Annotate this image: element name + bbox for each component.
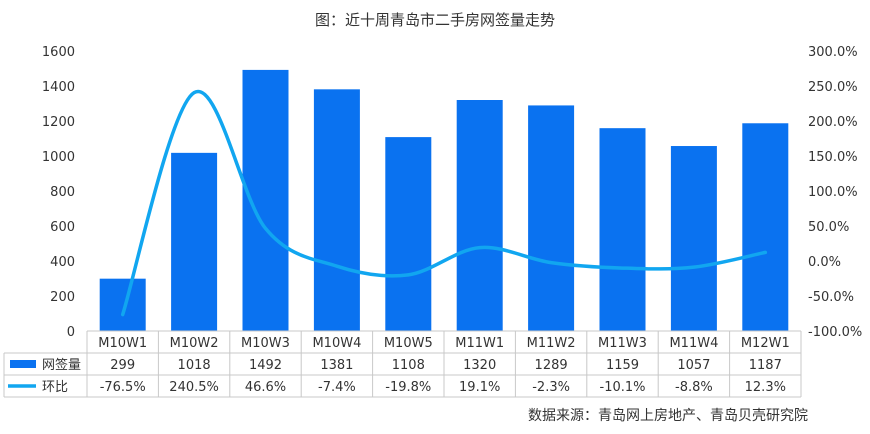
data-label-line: -76.5% [100,380,146,395]
data-label-bar: 299 [110,358,135,373]
bar [385,137,432,331]
data-label-bar: 1108 [392,358,425,373]
y-left-tick-label: 400 [50,255,75,270]
x-tick-label: M12W1 [741,336,790,351]
y-left-tick-label: 0 [67,325,75,340]
line-point [692,266,695,269]
x-tick-label: M10W3 [241,336,290,351]
chart-title: 图：近十周青岛市二手房网签量走势 [315,11,555,29]
x-tick-label: M11W4 [669,336,718,351]
line-point [264,227,267,230]
data-label-bar: 1187 [749,358,782,373]
y-right-tick-label: 300.0% [808,45,858,60]
series-line [120,89,768,317]
x-tick-label: M10W4 [312,336,361,351]
line-point [335,265,338,268]
y-right-tick-label: -50.0% [808,290,854,305]
data-label-bar: 1320 [463,358,496,373]
line-point [193,91,196,94]
data-label-line: -7.4% [318,380,356,395]
line-layer [120,89,768,317]
data-table: M10W1 M10W2 M10W3 M10W4 M10W5 M11W1 M11W2 M11W3… [3,330,802,398]
bar [528,105,575,331]
data-label-bar: 1381 [320,358,353,373]
data-label-bar: 1018 [178,358,211,373]
y-left-tick-label: 1400 [42,80,75,95]
source-note: 数据来源：青岛网上房地产、青岛贝壳研究院 [528,408,808,424]
bar [670,146,717,331]
bars-layer [99,69,789,332]
y-left-tick-label: 1600 [42,45,75,60]
y-left-tick-label: 1200 [42,115,75,130]
legend-label-bar: 网签量 [42,357,81,373]
line-point [764,251,767,254]
legend-label-line: 环比 [42,380,68,395]
line-point [478,246,481,249]
data-label-line: 46.6% [245,380,286,395]
y-left-tick-label: 1000 [42,150,75,165]
data-label-line: -8.8% [675,380,713,395]
y-right-tick-label: 200.0% [808,115,858,130]
line-point [121,313,124,316]
bar [599,128,646,331]
data-label-line: 240.5% [169,380,219,395]
y-right-tick-label: 150.0% [808,150,858,165]
data-label-line: -2.3% [532,380,570,395]
y-right-tick-label: 100.0% [808,185,858,200]
data-label-line: 12.3% [745,380,786,395]
y-left-tick-label: 200 [50,290,75,305]
x-tick-label: M10W1 [98,336,147,351]
data-label-bar: 1492 [249,358,282,373]
y-left-tick-label: 600 [50,220,75,235]
data-label-bar: 1159 [606,358,639,373]
bar [313,89,360,331]
x-tick-label: M10W2 [170,336,219,351]
bar [742,123,789,332]
axes-layer: 0 200 400 600 800 1000 1200 1400 1600 -100.0% -50.… [42,45,862,340]
bar [456,100,503,331]
bar [171,152,218,331]
data-label-bar: 1289 [535,358,568,373]
bar [99,278,146,331]
data-label-line: 19.1% [459,380,500,395]
x-tick-label: M11W1 [455,336,504,351]
y-left-tick-label: 800 [50,185,75,200]
x-tick-label: M11W3 [598,336,647,351]
x-tick-label: M10W5 [384,336,433,351]
y-right-tick-label: 250.0% [808,80,858,95]
data-label-line: -10.1% [600,380,646,395]
line-point [621,267,624,270]
line-point [550,261,553,264]
y-right-tick-label: 0.0% [808,255,841,270]
data-label-line: -19.8% [385,380,431,395]
legend-swatch-bar [10,360,36,368]
y-right-tick-label: -100.0% [808,325,862,340]
line-point [407,273,410,276]
x-tick-label: M11W2 [527,336,576,351]
data-label-bar: 1057 [677,358,710,373]
y-right-tick-label: 50.0% [808,220,849,235]
